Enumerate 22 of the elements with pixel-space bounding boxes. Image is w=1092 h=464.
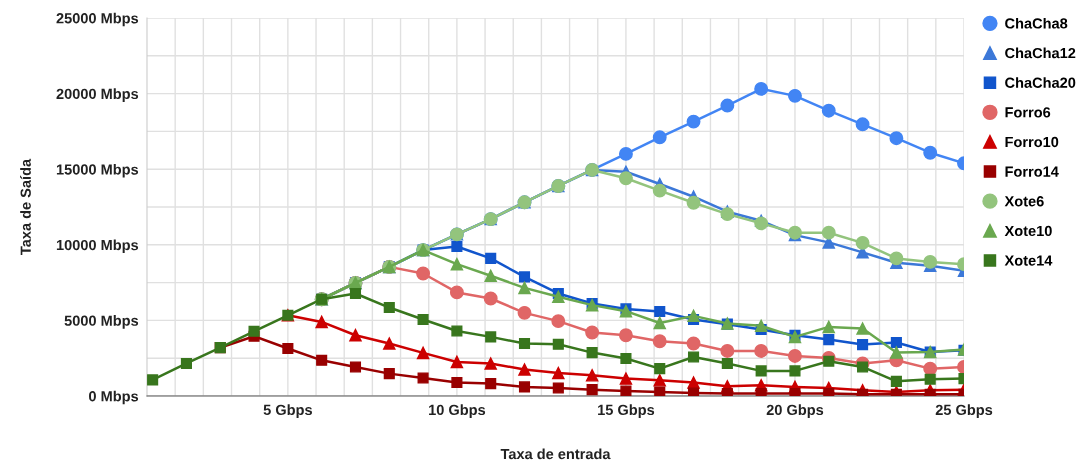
y-tick-label: 15000 Mbps	[56, 163, 139, 178]
legend-label: Forro10	[1005, 136, 1059, 148]
x-tick-label: 20 Gbps	[766, 404, 824, 418]
y-tick-label: 5000 Mbps	[64, 315, 139, 329]
legend-label: Xote14	[1004, 255, 1053, 266]
y-axis-title: Taxa de Saída	[20, 158, 31, 255]
legend-label: Xote10	[1004, 225, 1052, 237]
x-tick-label: 25 Gbps	[935, 404, 993, 418]
x-tick-label: 5 Gbps	[263, 404, 312, 418]
x-axis-title: Taxa de entrada	[500, 448, 611, 460]
legend-label: ChaCha12	[1005, 47, 1076, 59]
y-tick-label: 20000 Mbps	[56, 88, 139, 102]
x-tick-label: 15 Gbps	[598, 404, 655, 418]
legend-label: Forro6	[1005, 107, 1051, 118]
legend-label: Xote6	[1004, 196, 1044, 207]
y-tick-label: 0 Mbps	[89, 390, 139, 405]
y-tick-label: 10000 Mbps	[56, 239, 139, 254]
y-tick-label: 25000 Mbps	[56, 12, 139, 27]
legend-label: ChaCha8	[1005, 17, 1068, 29]
legend-label: ChaCha20	[1005, 77, 1076, 88]
x-tick-label: 10 Gbps	[429, 404, 486, 418]
legend-label: Forro14	[1005, 166, 1059, 177]
